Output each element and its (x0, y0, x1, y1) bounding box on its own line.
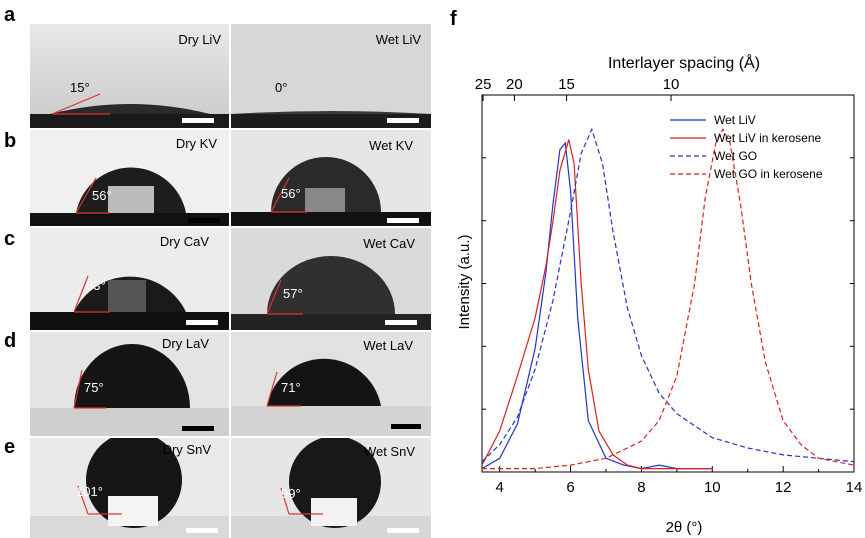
caption-wet-liv: Wet LiV (375, 32, 421, 47)
photo-dry-liv: Dry LiV 15° (30, 24, 229, 128)
photo-wet-cav: Wet CaV 57° (231, 228, 431, 330)
legend-label: Wet GO (714, 149, 757, 163)
x-tick-label: 8 (637, 479, 645, 496)
series-line-3 (481, 127, 855, 463)
scale-bar (188, 218, 220, 223)
photo-dry-lav: Dry LaV 75° (30, 332, 229, 436)
top-axis-label: Interlayer spacing (Å) (608, 53, 760, 72)
photo-dry-kv: Dry KV 56° (30, 130, 229, 226)
legend-label: Wet LiV in kerosene (714, 131, 821, 145)
xrd-chart: Interlayer spacing (Å) Intensity (a.u.) … (456, 53, 863, 536)
x-axis-label: 2θ (°) (666, 519, 703, 536)
droplet-image (30, 332, 229, 436)
caption-dry-snv: Dry SnV (162, 442, 211, 457)
caption-dry-cav: Dry CaV (159, 234, 209, 249)
droplet-image (231, 332, 431, 436)
photo-wet-kv: Wet KV 56° (231, 130, 431, 226)
panel-label-d: d (4, 330, 17, 352)
angle-dry-lav: 75° (84, 380, 104, 395)
scale-bar (387, 218, 419, 223)
scale-bar (182, 118, 214, 123)
photo-wet-lav: Wet LaV 71° (231, 332, 431, 436)
panel-label-b: b (4, 130, 17, 152)
scale-bar (186, 320, 218, 325)
caption-dry-liv: Dry LiV (178, 32, 221, 47)
caption-dry-lav: Dry LaV (162, 336, 209, 351)
panel-label-a: a (4, 4, 16, 26)
top-tick-label: 10 (663, 76, 680, 93)
droplet-image (30, 438, 229, 538)
photo-dry-snv: Dry SnV 101° (30, 438, 229, 538)
angle-wet-kv: 56° (281, 186, 301, 201)
panel-label-f: f (450, 8, 457, 30)
scale-bar (186, 528, 218, 533)
angle-dry-cav: 63° (86, 278, 106, 293)
angle-wet-snv: 99° (281, 486, 301, 501)
droplet-image (231, 130, 431, 226)
x-tick-label: 10 (704, 479, 721, 496)
angle-dry-liv: 15° (70, 80, 90, 95)
top-tick-label: 25 (475, 76, 492, 93)
droplet-image (30, 130, 229, 226)
caption-wet-snv: Wet SnV (363, 444, 415, 459)
x-tick-label: 12 (775, 479, 792, 496)
x-tick-label: 14 (846, 479, 863, 496)
caption-wet-cav: Wet CaV (363, 236, 415, 251)
scale-bar (387, 528, 419, 533)
caption-wet-lav: Wet LaV (363, 338, 413, 353)
series-line-1 (481, 141, 713, 470)
x-tick-label: 4 (496, 479, 504, 496)
caption-wet-kv: Wet KV (369, 138, 413, 153)
angle-dry-snv: 101° (76, 484, 103, 499)
scale-bar (385, 320, 417, 325)
plot-frame (481, 94, 855, 473)
angle-wet-lav: 71° (281, 380, 301, 395)
caption-dry-kv: Dry KV (175, 136, 217, 151)
droplet-image (30, 228, 229, 330)
droplet-image (231, 228, 431, 330)
legend-label: Wet LiV (714, 113, 756, 127)
angle-dry-kv: 56° (92, 188, 112, 203)
panel-label-c: c (4, 228, 16, 250)
angle-wet-liv: 0° (275, 80, 288, 95)
x-tick-label: 6 (566, 479, 574, 496)
scale-bar (391, 424, 421, 429)
droplet-image (231, 24, 431, 128)
legend-label: Wet GO in kerosene (714, 167, 823, 181)
top-tick-label: 20 (506, 76, 523, 93)
scale-bar (182, 426, 214, 431)
droplet-image (231, 438, 431, 538)
top-tick-label: 15 (558, 76, 575, 93)
scale-bar (387, 118, 419, 123)
series-line-2 (481, 139, 713, 470)
series-line-4 (482, 127, 855, 470)
photo-wet-liv: Wet LiV 0° (231, 24, 431, 128)
droplet-image (30, 24, 229, 128)
photo-dry-cav: Dry CaV 63° (30, 228, 229, 330)
angle-wet-cav: 57° (283, 286, 303, 301)
y-axis-label: Intensity (a.u.) (456, 234, 473, 329)
photo-wet-snv: Wet SnV 99° (231, 438, 431, 538)
panel-label-e: e (4, 436, 16, 458)
